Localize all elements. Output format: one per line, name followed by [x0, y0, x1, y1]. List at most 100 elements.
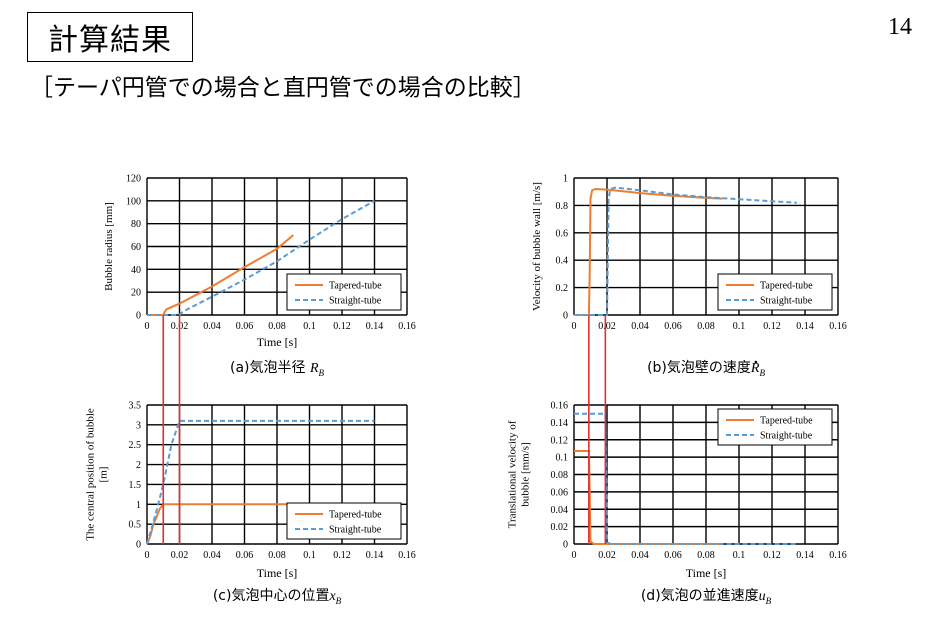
slide-title: 計算結果: [27, 12, 193, 62]
x-tick-label: 0.16: [829, 550, 847, 561]
x-tick-label: 0.14: [366, 550, 384, 561]
series-line-tapered: [574, 450, 723, 545]
x-tick-label: 0.1: [303, 550, 316, 561]
caption-dot: [754, 360, 758, 364]
y-tick-label: 0.16: [551, 401, 569, 412]
y-tick-label: 0.04: [551, 505, 569, 516]
y-tick-label: 20: [131, 288, 141, 299]
legend-label: Straight-tube: [329, 525, 382, 536]
x-tick-label: 0.06: [236, 321, 254, 332]
x-tick-label: 0: [145, 321, 150, 332]
caption-symbol: R: [309, 361, 319, 376]
legend-box: [286, 273, 402, 311]
y-axis-label: Bubble radius [mm]: [103, 202, 115, 291]
legend-label: Straight-tube: [329, 296, 382, 307]
legend-box: [717, 273, 833, 311]
x-tick-label: 0.02: [598, 321, 616, 332]
caption-subscript: B: [759, 368, 765, 378]
caption-subscript: B: [336, 596, 342, 606]
x-tick-label: 0.14: [796, 550, 814, 561]
legend: Tapered-tube Straight-tube: [717, 408, 833, 446]
y-tick-label: 1: [136, 500, 141, 511]
x-tick-label: 0.04: [203, 321, 221, 332]
y-tick-label: 40: [131, 265, 141, 276]
y-tick-label: 2.5: [129, 440, 142, 451]
x-tick-label: 0.06: [664, 321, 682, 332]
series-line-straight: [574, 186, 797, 316]
x-tick-label: 0.06: [664, 550, 682, 561]
y-tick-label: 80: [131, 219, 141, 230]
legend-label: Tapered-tube: [760, 416, 813, 427]
chart-caption: (b)気泡壁の速度RB: [647, 360, 765, 378]
caption-text: (b)気泡壁の速度: [647, 360, 751, 376]
x-tick-label: 0.04: [631, 321, 649, 332]
x-tick-label: 0.02: [598, 550, 616, 561]
legend-label: Tapered-tube: [329, 510, 382, 521]
caption-symbol: R: [750, 361, 760, 376]
slide-subtitle: ［テーパ円管での場合と直円管での場合の比較］: [30, 75, 536, 101]
y-tick-label: 0.12: [551, 435, 569, 446]
x-tick-label: 0: [572, 550, 577, 561]
x-tick-label: 0.08: [697, 550, 715, 561]
chart-caption: (a)気泡半径 RB: [230, 360, 325, 378]
caption-text: (d)気泡の並進速度: [641, 588, 759, 604]
legend: Tapered-tube Straight-tube: [286, 273, 402, 311]
y-tick-label: 0: [136, 311, 141, 322]
legend-label: Straight-tube: [760, 431, 813, 442]
x-tick-label: 0.1: [303, 321, 316, 332]
x-axis-label: Time [s]: [257, 566, 298, 580]
legend-label: Tapered-tube: [329, 281, 382, 292]
series-line-straight: [147, 199, 375, 316]
x-tick-label: 0.12: [763, 550, 781, 561]
chart-caption: (d)気泡の並進速度uB: [641, 588, 772, 606]
y-tick-label: 0.5: [129, 520, 142, 531]
x-tick-label: 0.1: [733, 321, 746, 332]
x-tick-label: 0.08: [697, 321, 715, 332]
legend-box: [717, 408, 833, 446]
series-line-tapered: [574, 187, 723, 316]
caption-subscript: B: [766, 596, 772, 606]
x-tick-label: 0.14: [366, 321, 384, 332]
y-axis-label: Translational velocity of: [507, 420, 519, 528]
y-tick-label: 0.02: [551, 522, 569, 533]
legend-label: Straight-tube: [760, 296, 813, 307]
caption-subscript: B: [319, 368, 325, 378]
x-tick-label: 0.16: [829, 321, 847, 332]
y-tick-label: 0.8: [556, 201, 569, 212]
caption-symbol: x: [328, 589, 336, 604]
x-tick-label: 0.16: [398, 321, 416, 332]
x-tick-label: 0.1: [733, 550, 746, 561]
x-tick-label: 0: [572, 321, 577, 332]
x-tick-label: 0.12: [333, 321, 351, 332]
y-tick-label: 0.4: [556, 256, 569, 267]
chart-b: 0 0.02 0.04 0.06 0.08 0.1 0.12 0.14 0.16 0 0.2 0.4 0…: [531, 174, 847, 379]
y-axis-label: bubble [mm/s]: [520, 442, 532, 506]
legend: Tapered-tube Straight-tube: [286, 502, 402, 540]
y-axis-label: Velocity of bubble wall [m/s]: [531, 182, 543, 311]
chart-c: 0 0.02 0.04 0.06 0.08 0.1 0.12 0.14 0.16 0 0.5 1 1.5…: [85, 401, 416, 607]
legend: Tapered-tube Straight-tube: [717, 273, 833, 311]
y-axis-label: The central position of bubble: [85, 408, 97, 541]
legend-box: [286, 502, 402, 540]
x-tick-label: 0.04: [203, 550, 221, 561]
chart-d: 0 0.02 0.04 0.06 0.08 0.1 0.12 0.14 0.16 0 0.02 0.0…: [507, 401, 847, 607]
series-line-tapered: [147, 234, 294, 316]
chart-a: 00.020.040.060.080.10.120.140.1602040608…: [103, 174, 416, 379]
x-tick-label: 0.14: [796, 321, 814, 332]
x-tick-label: 0.08: [268, 321, 286, 332]
y-tick-label: 0.08: [551, 470, 569, 481]
y-axis-label: [m]: [98, 467, 110, 483]
y-tick-label: 60: [131, 242, 141, 253]
y-tick-label: 0.14: [551, 418, 569, 429]
y-tick-label: 100: [126, 196, 141, 207]
caption-text: (a)気泡半径: [230, 360, 310, 376]
x-tick-label: 0.12: [333, 550, 351, 561]
y-tick-label: 2: [136, 460, 141, 471]
x-tick-label: 0.16: [398, 550, 416, 561]
y-tick-label: 0.06: [551, 487, 569, 498]
y-tick-label: 3: [136, 420, 141, 431]
x-tick-label: 0.06: [236, 550, 254, 561]
page-number: 14: [888, 14, 912, 40]
x-tick-label: 0.08: [268, 550, 286, 561]
y-tick-label: 0: [136, 540, 141, 551]
